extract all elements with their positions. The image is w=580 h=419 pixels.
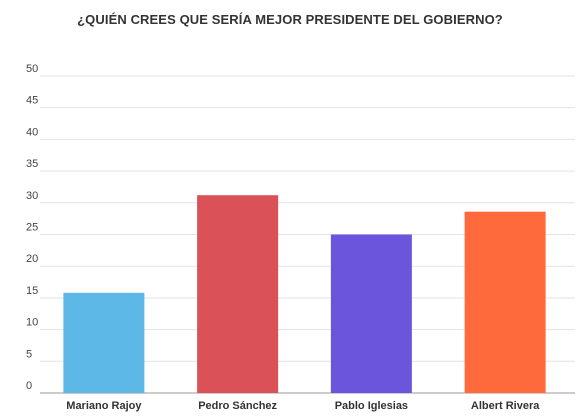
- bar-pedro-sánchez: [197, 195, 279, 393]
- bars: [63, 195, 546, 393]
- y-axis-ticks: 0 5 10 15 20 25 30 35 40 45 50: [26, 63, 38, 392]
- x-tick-label: Mariano Rajoy: [66, 400, 142, 412]
- x-tick-label: Pedro Sánchez: [198, 400, 277, 412]
- y-tick-label: 20: [26, 253, 38, 265]
- y-tick-label: 5: [26, 348, 32, 360]
- bar-mariano-rajoy: [63, 292, 145, 393]
- y-tick-label: 40: [26, 126, 38, 138]
- bar-pablo-iglesias: [330, 234, 412, 393]
- x-tick-label: Pablo Iglesias: [335, 400, 408, 412]
- y-tick-label: 30: [26, 190, 38, 202]
- y-tick-label: 35: [26, 158, 38, 170]
- chart-title: ¿QUIÉN CREES QUE SERÍA MEJOR PRESIDENTE …: [77, 12, 503, 27]
- y-tick-label: 25: [26, 222, 38, 234]
- x-tick-label: Albert Rivera: [471, 400, 540, 412]
- y-tick-label: 0: [26, 380, 32, 392]
- y-tick-label: 45: [26, 95, 38, 107]
- y-tick-label: 10: [26, 317, 38, 329]
- x-axis-ticks: Mariano Rajoy Pedro Sánchez Pablo Iglesias…: [66, 400, 540, 412]
- y-tick-label: 50: [26, 63, 38, 75]
- bar-albert-rivera: [464, 211, 546, 393]
- y-tick-label: 15: [26, 285, 38, 297]
